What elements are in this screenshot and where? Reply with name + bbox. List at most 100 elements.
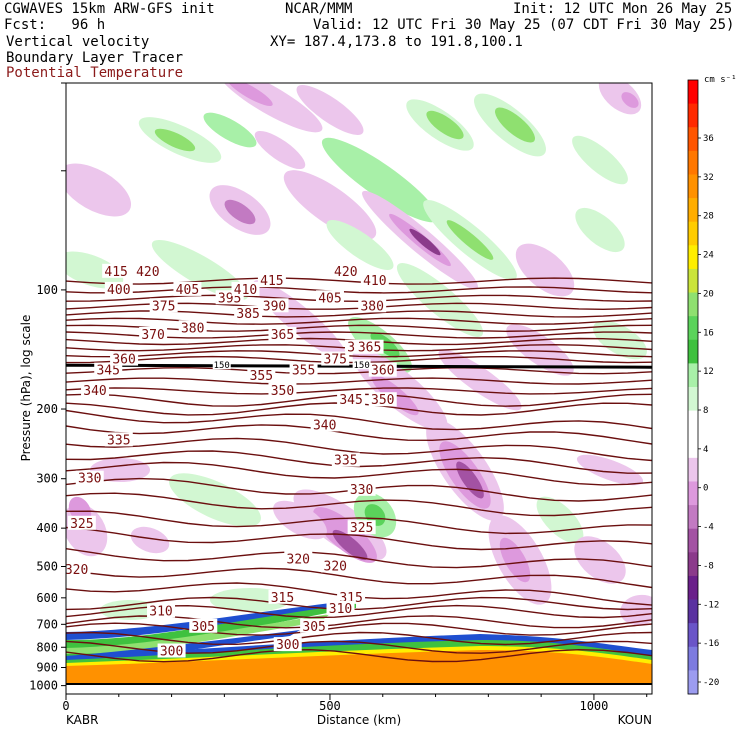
theta-label: 345 — [339, 393, 362, 408]
colorbar-swatch — [688, 292, 698, 317]
colorbar-label: -16 — [703, 639, 719, 649]
valid-time: Valid: 12 UTC Fri 30 May 25 (07 CDT Fri … — [313, 17, 735, 33]
colorbar-label: 36 — [703, 134, 714, 144]
theta-label: 300 — [160, 645, 183, 660]
theta-label-bg — [157, 643, 186, 658]
theta-label-bg — [289, 362, 318, 377]
theta-label-bg — [257, 273, 286, 288]
vertical-velocity-shading — [66, 83, 652, 694]
theta-contour — [66, 492, 652, 517]
w-shade-cell — [100, 600, 160, 620]
theta-label-bg — [62, 561, 91, 576]
theta-label-bg — [234, 305, 263, 320]
theta-label-bg — [331, 452, 360, 467]
colorbar-label: -20 — [703, 678, 719, 688]
theta-label: 385 — [236, 307, 259, 322]
theta-label: 365 — [358, 341, 381, 356]
theta-contour — [66, 548, 652, 569]
theta-label: 410 — [363, 274, 386, 289]
theta-contour — [66, 631, 652, 646]
theta-contour — [66, 526, 652, 551]
theta-label-bg — [331, 263, 360, 278]
colorbar-label: 12 — [703, 367, 714, 377]
colorbar-swatch — [688, 599, 698, 624]
theta-contour — [66, 461, 652, 486]
y-tick-label: 900 — [36, 661, 58, 675]
colorbar-swatch — [688, 174, 698, 199]
theta-label: 345 — [96, 364, 119, 379]
w-shade-cell — [515, 243, 575, 297]
theta-label: 305 — [192, 620, 215, 635]
pressure-label-bg — [212, 359, 231, 370]
field-vertical-velocity: Vertical velocity — [6, 34, 150, 50]
theta-label: 340 — [313, 418, 336, 433]
colorbar-swatch — [688, 198, 698, 223]
w-shade-cell — [224, 199, 256, 225]
colorbar-label: 24 — [703, 251, 714, 261]
field-boundary-layer-tracer: Boundary Layer Tracer — [6, 50, 184, 66]
theta-label: 325 — [350, 521, 373, 536]
theta-label-bg — [347, 481, 376, 496]
w-shade-cell — [576, 454, 644, 486]
theta-label-bg — [360, 273, 389, 288]
theta-label: 375 — [152, 299, 175, 314]
theta-label: 360 — [371, 364, 394, 379]
w-shade-cell — [283, 170, 377, 240]
y-tick-label: 500 — [36, 559, 58, 573]
theta-label: 350 — [271, 384, 294, 399]
theta-label-bg — [104, 281, 133, 296]
colorbar-label: 28 — [703, 212, 714, 222]
colorbar-label: 16 — [703, 328, 714, 338]
theta-label: 420 — [136, 265, 159, 280]
y-tick-label: 700 — [36, 617, 58, 631]
x-axis-label: Distance (km) — [317, 713, 401, 727]
theta-label-bg — [268, 589, 297, 604]
colorbar-label: 8 — [703, 406, 708, 416]
theta-label: 320 — [324, 559, 347, 574]
w-shade-cell — [621, 92, 639, 108]
theta-label-bg — [75, 470, 104, 485]
theta-label: 330 — [78, 472, 101, 487]
colorbar-swatch — [688, 434, 698, 459]
theta-label: 415 — [260, 274, 283, 289]
theta-label-bg — [139, 326, 168, 341]
org-label: NCAR/MMM — [285, 1, 353, 17]
colorbar-swatch — [688, 339, 698, 364]
theta-contour — [66, 387, 652, 395]
colorbar-swatch — [688, 127, 698, 152]
theta-contour — [66, 596, 652, 611]
w-shade-cell — [456, 461, 484, 499]
w-shade-cell — [130, 526, 170, 554]
theta-label-bg — [368, 392, 397, 407]
theta-label-bg — [260, 298, 289, 313]
theta-label-bg — [310, 417, 339, 432]
theta-label: 325 — [70, 517, 93, 532]
w-shade-cell — [169, 473, 261, 527]
theta-label-bg — [355, 339, 384, 354]
theta-label-bg — [368, 362, 397, 377]
theta-contour — [66, 648, 652, 663]
x-tick-label: 0 — [62, 699, 69, 713]
w-shade-cell — [575, 207, 625, 253]
theta-label: 400 — [107, 283, 130, 298]
colorbar-frame — [687, 79, 699, 695]
theta-label-bg — [189, 618, 218, 633]
colorbar-swatch — [688, 387, 698, 412]
theta-label: 335 — [107, 433, 130, 448]
colorbar-swatch — [688, 410, 698, 435]
pressure-label: 150 — [214, 361, 230, 371]
w-shade-cell — [446, 220, 494, 260]
theta-label: 310 — [149, 605, 172, 620]
bl-tracer-upper-light — [66, 614, 330, 654]
theta-contour — [66, 286, 652, 294]
theta-label-bg — [67, 515, 96, 530]
theta-contour — [66, 317, 652, 325]
theta-label-bg — [326, 600, 355, 615]
w-shade-cell — [332, 529, 368, 561]
colorbar-swatch — [688, 481, 698, 506]
theta-label: 355 — [292, 364, 315, 379]
colorbar-label: 32 — [703, 173, 714, 183]
theta-label-bg — [231, 281, 260, 296]
w-shade-cell — [66, 163, 132, 217]
theta-label: 355 — [250, 369, 273, 384]
